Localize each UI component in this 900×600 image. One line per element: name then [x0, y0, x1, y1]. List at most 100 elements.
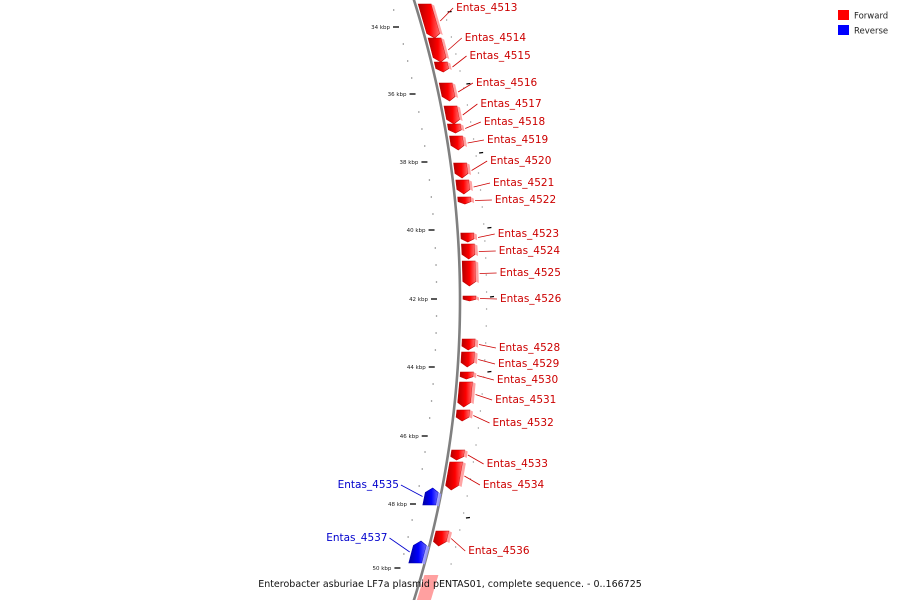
forward-gene-arrow[interactable]: [457, 381, 473, 408]
forward-gene[interactable]: [453, 162, 471, 179]
gene-label[interactable]: Entas_4530: [497, 374, 558, 386]
forward-gene[interactable]: [447, 123, 465, 134]
forward-gene[interactable]: [462, 295, 479, 302]
reverse-gene-arrow[interactable]: [422, 487, 439, 506]
forward-gene[interactable]: [450, 449, 468, 461]
forward-gene[interactable]: [445, 461, 466, 491]
gene-label[interactable]: Entas_4523: [498, 228, 559, 240]
reverse-gene[interactable]: [422, 487, 442, 507]
gene-label[interactable]: Entas_4529: [498, 358, 559, 370]
gene-side-face: [476, 296, 479, 301]
gene-side-face: [446, 531, 452, 543]
forward-gene[interactable]: [457, 381, 476, 408]
forward-gene-arrow[interactable]: [462, 295, 477, 302]
forward-gene-partial: [416, 575, 439, 600]
gene-label[interactable]: Entas_4521: [493, 177, 554, 189]
forward-gene[interactable]: [457, 196, 475, 205]
gene-side-face: [452, 83, 459, 98]
gene-side-face: [457, 106, 463, 121]
forward-gene[interactable]: [417, 3, 443, 39]
forward-gene-arrow[interactable]: [447, 123, 462, 134]
forward-gene-arrow[interactable]: [461, 260, 477, 287]
gene-label[interactable]: Entas_4518: [484, 116, 545, 128]
forward-gene[interactable]: [459, 371, 477, 380]
forward-gene-arrow[interactable]: [433, 61, 450, 73]
forward-gene[interactable]: [461, 243, 478, 260]
forward-gene[interactable]: [460, 232, 478, 243]
gene-side-face: [474, 339, 479, 348]
forward-gene-arrow[interactable]: [460, 232, 475, 243]
gene-label[interactable]: Entas_4522: [495, 194, 556, 206]
tick-label: 44 kbp: [407, 365, 426, 371]
outer-tick: [466, 82, 471, 85]
gene-label[interactable]: Entas_4525: [500, 267, 561, 279]
forward-gene-arrow[interactable]: [459, 371, 474, 380]
forward-gene-arrow[interactable]: [427, 37, 447, 63]
forward-gene[interactable]: [449, 135, 468, 151]
tick-label: 48 kbp: [388, 502, 407, 508]
gene-leader-line: [447, 37, 463, 51]
gene-labels: Entas_4513 Entas_4514 Entas_4515 Entas_4516…: [326, 2, 561, 557]
gene-label[interactable]: Entas_4532: [493, 417, 554, 429]
gene-label[interactable]: Entas_4533: [487, 458, 548, 470]
forward-gene-arrow[interactable]: [457, 196, 472, 205]
forward-gene[interactable]: [433, 530, 452, 547]
gene-leader-line: [467, 454, 484, 465]
forward-gene-arrow[interactable]: [417, 3, 441, 39]
forward-gene[interactable]: [438, 82, 459, 102]
forward-gene[interactable]: [427, 37, 450, 63]
forward-gene-arrow[interactable]: [449, 135, 465, 151]
forward-gene-arrow[interactable]: [461, 243, 476, 260]
gene-leader-line: [475, 199, 492, 201]
forward-gene-arrow[interactable]: [460, 351, 475, 368]
forward-gene-arrow[interactable]: [433, 530, 450, 547]
forward-gene[interactable]: [455, 409, 473, 422]
forward-gene-arrow[interactable]: [438, 82, 456, 102]
gene-label[interactable]: Entas_4513: [456, 2, 517, 14]
scale-ticks: 34 kbp 36 kbp 38 kbp 40 kbp 42 kbp 44 kbp 46 k…: [371, 9, 495, 589]
outer-tick: [489, 295, 495, 298]
gene-label[interactable]: Entas_4535: [338, 479, 399, 491]
forward-gene[interactable]: [443, 105, 463, 125]
gene-label[interactable]: Entas_4526: [500, 293, 562, 305]
forward-gene-arrow[interactable]: [455, 179, 471, 195]
gene-label[interactable]: Entas_4519: [487, 134, 548, 146]
gene-leader-line: [478, 359, 496, 365]
gene-label[interactable]: Entas_4514: [465, 32, 527, 44]
forward-gene[interactable]: [433, 61, 452, 73]
gene-leader-line: [440, 7, 454, 22]
forward-gene[interactable]: [461, 260, 479, 287]
forward-gene[interactable]: [455, 179, 473, 195]
forward-gene-arrow[interactable]: [443, 105, 460, 125]
gene-leader-line: [477, 233, 495, 238]
gene-side-face: [435, 492, 442, 507]
gene-label[interactable]: Entas_4515: [470, 50, 531, 62]
gene-leader-line: [478, 250, 496, 252]
reverse-gene-arrow[interactable]: [408, 540, 427, 564]
gene-leader-line: [452, 55, 467, 68]
forward-gene-arrow[interactable]: [453, 162, 469, 179]
gene-label[interactable]: Entas_4536: [468, 545, 530, 557]
gene-label[interactable]: Entas_4520: [490, 155, 551, 167]
gene-leader-line: [465, 121, 482, 129]
gene-label[interactable]: Entas_4517: [480, 98, 541, 110]
gene-side-face: [463, 450, 468, 458]
forward-gene-arrow[interactable]: [461, 338, 476, 351]
forward-gene[interactable]: [460, 351, 478, 368]
gene-side-face: [469, 410, 473, 419]
forward-gene[interactable]: [461, 338, 479, 351]
gene-label[interactable]: Entas_4516: [476, 77, 538, 89]
gene-side-face: [462, 136, 467, 147]
forward-gene-arrow[interactable]: [455, 409, 471, 422]
forward-gene-arrow[interactable]: [450, 449, 466, 461]
reverse-gene[interactable]: [408, 540, 430, 565]
gene-label[interactable]: Entas_4524: [499, 245, 561, 257]
gene-label[interactable]: Entas_4528: [499, 342, 560, 354]
gene-features: [408, 3, 479, 600]
gene-side-face: [421, 545, 430, 565]
gene-label[interactable]: Entas_4534: [483, 479, 545, 491]
map-caption: Enterobacter asburiae LF7a plasmid pENTA…: [258, 579, 642, 590]
gene-label[interactable]: Entas_4537: [326, 532, 387, 544]
gene-label[interactable]: Entas_4531: [495, 394, 556, 406]
forward-gene-arrow[interactable]: [445, 461, 464, 491]
